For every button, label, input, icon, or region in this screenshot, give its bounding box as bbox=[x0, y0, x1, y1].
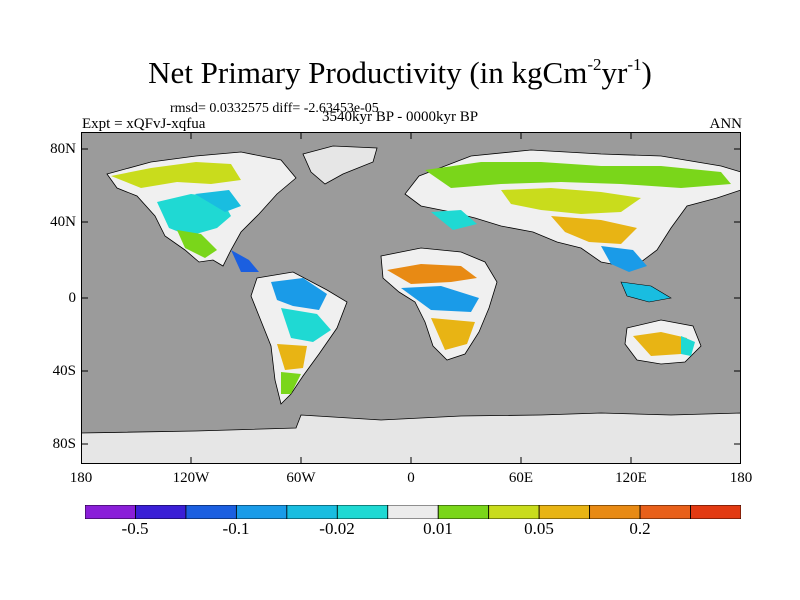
colorbar-swatch bbox=[336, 505, 389, 519]
stats-label: rmsd= 0.0332575 diff= -2.63453e-05 bbox=[170, 101, 379, 116]
colorbar-label: 0.2 bbox=[629, 519, 651, 538]
colorbar-label: -0.1 bbox=[222, 519, 250, 538]
colorbar-swatch bbox=[437, 505, 490, 519]
colorbar-swatch bbox=[286, 505, 338, 519]
colorbar-swatch bbox=[135, 505, 187, 519]
world-map bbox=[81, 132, 741, 464]
colorbar-label: -0.02 bbox=[319, 519, 355, 538]
lon-tick-label: 0 bbox=[407, 470, 415, 486]
indonesia bbox=[620, 281, 672, 303]
colorbar-swatch bbox=[538, 505, 591, 519]
lat-tick-label: 40S bbox=[52, 363, 76, 379]
period-label: 3540kyr BP - 0000kyr BP bbox=[322, 109, 479, 125]
colorbar-swatch bbox=[235, 505, 288, 519]
colorbar-swatch bbox=[639, 505, 691, 519]
lon-tick-label: 60E bbox=[508, 470, 534, 486]
season-label: ANN bbox=[709, 116, 743, 132]
lat-tick-label: 80N bbox=[50, 141, 76, 157]
antarctica bbox=[81, 412, 741, 464]
colorbar-swatch bbox=[185, 505, 237, 519]
lon-tick-label: 60W bbox=[286, 470, 316, 486]
colorbar-swatch bbox=[85, 505, 136, 519]
colorbar-swatch bbox=[690, 505, 741, 519]
lon-tick-label: 180 bbox=[729, 470, 753, 486]
greenland bbox=[302, 145, 378, 185]
colorbar-swatch bbox=[387, 505, 439, 519]
experiment-label: Expt = xQFvJ-xqfua bbox=[82, 116, 206, 132]
colorbar-label: 0.05 bbox=[524, 519, 554, 538]
lon-tick-label: 120W bbox=[172, 470, 210, 486]
lon-tick-label: 180 bbox=[69, 470, 93, 486]
chart-title: Net Primary Productivity (in kgCm-2yr-1) bbox=[148, 55, 652, 90]
lon-tick-label: 120E bbox=[615, 470, 647, 486]
lat-tick-label: 0 bbox=[68, 290, 77, 306]
colorbar-swatch bbox=[488, 505, 540, 519]
colorbar-swatch bbox=[589, 505, 641, 519]
lat-tick-label: 40N bbox=[50, 214, 76, 230]
colorbar-label: -0.5 bbox=[121, 519, 149, 538]
colorbar bbox=[85, 505, 741, 519]
lat-tick-label: 80S bbox=[52, 436, 76, 452]
colorbar-label: 0.01 bbox=[423, 519, 453, 538]
